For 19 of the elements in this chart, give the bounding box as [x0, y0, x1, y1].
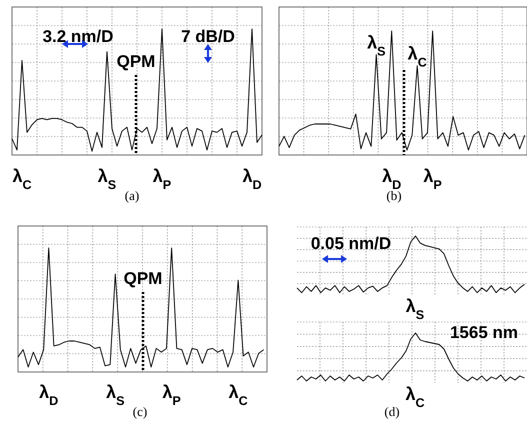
x-tick-label: λ$_{C}$ — [12, 166, 32, 192]
text: λ$_{S}$ — [406, 296, 424, 322]
x-tick-label: λ$_{S}$ — [98, 166, 116, 192]
annotation: QPM — [116, 52, 156, 71]
annotation: 0.05 nm/D — [310, 234, 392, 253]
annotation: 3.2 nm/D — [42, 27, 114, 46]
annotation: 1565 nm — [450, 323, 518, 342]
text: (d) — [384, 404, 400, 419]
x-tick-label: λ$_{D}$ — [39, 382, 58, 408]
annotation: 7 dB/D — [181, 27, 235, 46]
x-tick-label: λ$_{C}$ — [228, 382, 248, 408]
x-tick-label: λ$_{P}$ — [162, 382, 181, 408]
x-tick-label: λ$_{D}$ — [242, 166, 262, 192]
text: (c) — [132, 404, 148, 419]
x-tick-label: λ$_{S}$ — [106, 382, 124, 408]
x-tick-label: λ$_{P}$ — [423, 166, 442, 192]
annotation: QPM — [124, 269, 162, 288]
text: (a) — [124, 188, 140, 203]
x-tick-label: λ$_{P}$ — [152, 166, 172, 192]
